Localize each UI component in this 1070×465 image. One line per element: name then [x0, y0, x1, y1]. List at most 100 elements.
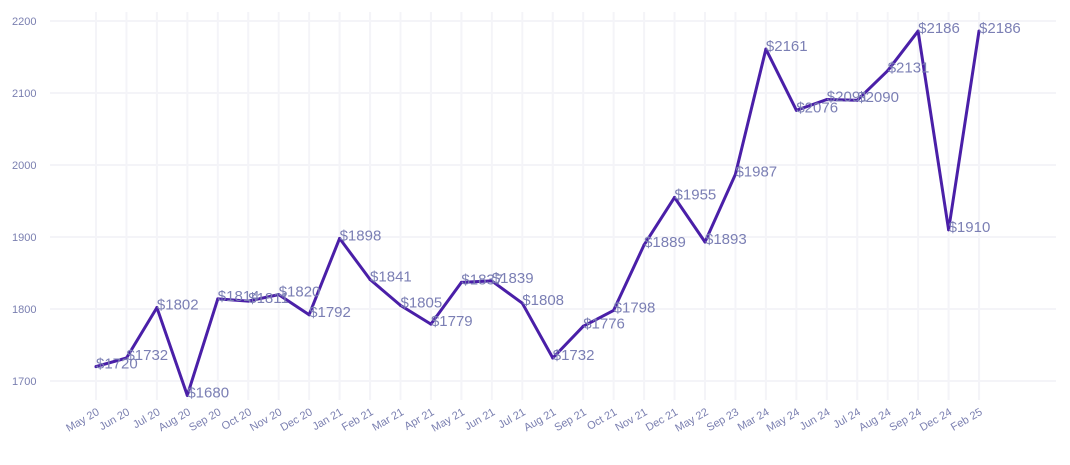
data-point — [916, 29, 920, 33]
data-point — [764, 47, 768, 51]
y-tick-label: 1700 — [12, 376, 36, 388]
x-tick-label: Jul 21 — [496, 406, 527, 431]
data-label: $1898 — [340, 227, 382, 244]
data-point — [399, 303, 402, 307]
gridlines — [50, 12, 1056, 400]
data-point — [794, 108, 798, 112]
x-tick-label: Feb 25 — [949, 406, 985, 434]
data-label: $1987 — [735, 163, 777, 180]
x-tick-label: Jan 21 — [310, 406, 345, 433]
data-point — [338, 236, 342, 240]
x-tick-label: Sep 21 — [552, 406, 588, 434]
data-label: $2131 — [888, 60, 930, 77]
y-tick-label: 1800 — [12, 304, 36, 316]
data-point — [124, 356, 128, 360]
x-tick-label: May 24 — [765, 406, 802, 434]
data-label: $1893 — [705, 231, 747, 248]
data-label: $1839 — [492, 270, 534, 287]
x-tick-label: Mar 24 — [736, 406, 772, 434]
data-label: $1776 — [583, 315, 625, 332]
data-label: $2090 — [857, 89, 899, 106]
y-tick-label: 2100 — [12, 88, 36, 100]
data-point — [155, 306, 159, 310]
series-line-0 — [94, 29, 981, 397]
x-tick-label: Sep 20 — [187, 406, 223, 434]
x-tick-label: Nov 21 — [613, 406, 649, 434]
y-tick-label: 2000 — [12, 160, 36, 172]
data-point — [459, 280, 463, 284]
series-lines — [94, 29, 981, 397]
x-tick-label: Dec 24 — [918, 406, 954, 434]
data-label: $2161 — [766, 38, 808, 55]
x-tick-label: Oct 20 — [220, 406, 254, 433]
data-label: $1910 — [949, 219, 991, 236]
data-label: $1837 — [461, 271, 503, 288]
data-point — [429, 322, 433, 326]
data-label: $2186 — [979, 20, 1021, 37]
data-labels: $1720$1732$1802$1680$1814$1811$1820$1792… — [96, 20, 1021, 401]
x-tick-label: Oct 21 — [585, 406, 619, 433]
data-point — [612, 308, 616, 312]
data-point — [307, 313, 311, 317]
x-tick-label: Dec 21 — [644, 406, 680, 434]
data-label: $1720 — [96, 356, 138, 373]
data-point — [703, 240, 707, 244]
data-point — [947, 228, 951, 232]
data-label: $1779 — [431, 313, 473, 330]
x-tick-label: Aug 21 — [522, 406, 558, 434]
x-tick-label: Sep 24 — [887, 406, 923, 434]
x-tick-label: Nov 20 — [248, 406, 284, 434]
data-label: $1798 — [614, 299, 656, 316]
data-point — [886, 69, 890, 73]
data-label: $1820 — [279, 284, 321, 301]
data-point — [520, 301, 524, 305]
x-tick-label: Aug 20 — [157, 406, 193, 434]
x-tick-label: May 22 — [673, 406, 710, 434]
data-point — [977, 29, 981, 33]
data-label: $1792 — [309, 304, 351, 321]
data-point — [642, 243, 646, 247]
data-point — [855, 98, 859, 102]
y-tick-label: 1900 — [12, 232, 36, 244]
x-tick-label: Aug 24 — [857, 406, 893, 434]
x-tick-label: Sep 23 — [705, 406, 741, 434]
data-point — [825, 97, 829, 101]
data-label: $1808 — [522, 292, 564, 309]
x-tick-label: Jul 24 — [831, 406, 862, 431]
data-point — [368, 277, 372, 281]
data-label: $1841 — [370, 268, 412, 285]
x-tick-label: Jun 21 — [463, 406, 498, 433]
x-tick-label: Feb 21 — [340, 406, 376, 434]
data-label: $1802 — [157, 297, 199, 314]
x-tick-label: Jul 20 — [131, 406, 162, 431]
x-tick-label: May 21 — [430, 406, 467, 434]
data-label: $1732 — [126, 347, 168, 364]
x-tick-label: Jun 24 — [798, 406, 833, 433]
data-point — [673, 195, 677, 199]
data-point — [551, 356, 555, 360]
data-point — [216, 297, 220, 301]
data-label: $2091 — [827, 88, 869, 105]
data-label: $2186 — [918, 20, 960, 37]
data-point — [246, 299, 250, 303]
data-label: $1732 — [553, 347, 595, 364]
x-tick-label: Dec 20 — [278, 406, 314, 434]
data-label: $1814 — [218, 288, 260, 305]
data-point — [490, 279, 494, 283]
x-tick-label: Mar 21 — [370, 406, 406, 434]
data-label: $1955 — [675, 186, 717, 203]
data-point — [581, 324, 585, 328]
data-label: $1811 — [248, 290, 289, 307]
x-tick-label: May 20 — [64, 406, 101, 434]
data-label: $1889 — [644, 234, 686, 251]
data-point — [733, 172, 737, 176]
data-label: $1680 — [187, 384, 229, 401]
data-point — [94, 365, 98, 369]
data-label: $2076 — [796, 99, 838, 116]
data-point — [277, 293, 281, 297]
y-tick-label: 2200 — [12, 16, 36, 28]
y-axis-ticks: 1700 1800 1900 2000 2100 2200 — [12, 16, 36, 388]
data-label: $1805 — [401, 294, 443, 311]
